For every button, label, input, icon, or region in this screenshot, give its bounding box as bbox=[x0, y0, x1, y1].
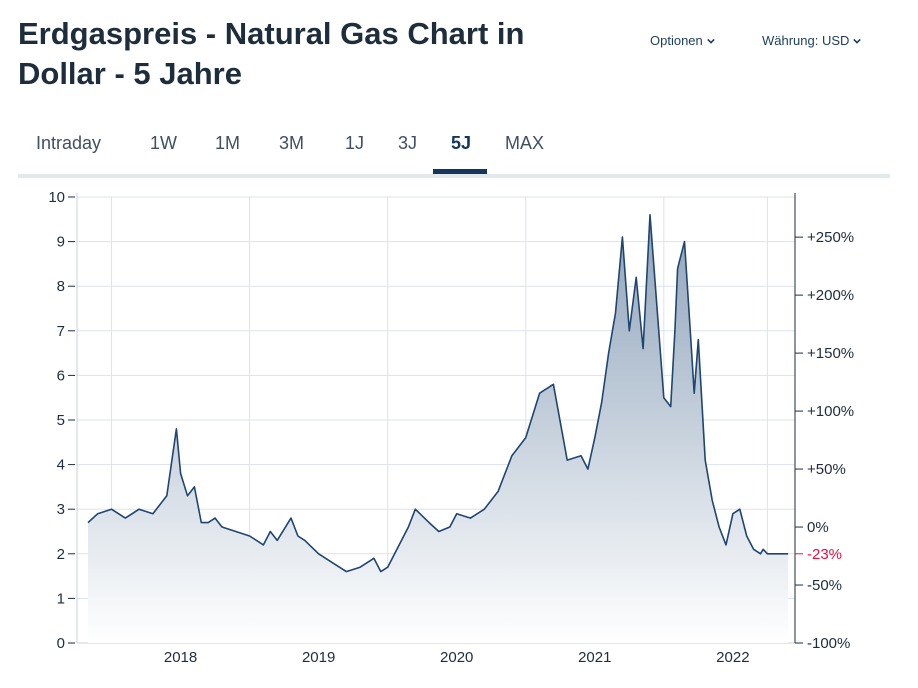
y-axis-tick-label: 6 bbox=[57, 367, 65, 384]
options-dropdown[interactable]: Optionen bbox=[650, 33, 715, 48]
y-axis-tick-label: 9 bbox=[57, 234, 65, 251]
right-axis-tick-label: +200% bbox=[807, 287, 854, 304]
tab-3j[interactable]: 3J bbox=[398, 133, 418, 153]
right-axis-tick-label: -100% bbox=[807, 635, 850, 652]
y-axis-tick-label: 1 bbox=[57, 590, 65, 607]
x-axis-tick-label: 2019 bbox=[302, 649, 335, 666]
y-axis-tick-label: 0 bbox=[57, 635, 65, 652]
active-tab-indicator bbox=[433, 169, 487, 174]
right-axis-tick-label: +50% bbox=[807, 461, 846, 478]
y-axis-tick-label: 7 bbox=[57, 323, 65, 340]
y-axis-tick-label: 2 bbox=[57, 546, 65, 563]
price-line bbox=[87, 214, 789, 573]
x-axis-tick-label: 2022 bbox=[716, 649, 749, 666]
x-axis-tick-label: 2021 bbox=[578, 649, 611, 666]
y-axis-tick-label: 3 bbox=[57, 501, 65, 518]
tab-max[interactable]: MAX bbox=[505, 133, 545, 153]
price-area-fill bbox=[88, 214, 789, 644]
tab-1m[interactable]: 1M bbox=[215, 133, 241, 153]
chevron-down-icon bbox=[706, 38, 715, 44]
y-axis-tick-label: 5 bbox=[57, 412, 65, 429]
natural-gas-chart: 0 1 2 3 4 5 6 7 8 9 10 2018 2019 2020 2021 2022 -100% -50… bbox=[48, 189, 854, 666]
x-axis-tick-label: 2018 bbox=[164, 649, 197, 666]
tab-intraday[interactable]: Intraday bbox=[36, 133, 102, 153]
right-axis-tick-label: +100% bbox=[807, 403, 854, 420]
tab-1w[interactable]: 1W bbox=[150, 133, 177, 153]
current-change-label: -23% bbox=[807, 546, 842, 563]
y-axis-tick-label: 10 bbox=[48, 189, 65, 206]
right-axis-tick-label: 0% bbox=[807, 519, 829, 536]
currency-dropdown[interactable]: Währung: USD bbox=[762, 33, 862, 48]
x-axis-tick-label: 2020 bbox=[440, 649, 473, 666]
page-title: Erdgaspreis - Natural Gas Chart in Dolla… bbox=[18, 16, 525, 91]
y-axis-tick-label: 4 bbox=[57, 457, 65, 474]
right-axis-tick-label: -50% bbox=[807, 577, 842, 594]
tab-5j[interactable]: 5J bbox=[451, 133, 472, 153]
chevron-down-icon bbox=[853, 38, 862, 44]
y-axis-tick-label: 8 bbox=[57, 278, 65, 295]
timeframe-tabs: Intraday 1W 1M 3M 1J 3J 5J MAX bbox=[18, 120, 890, 178]
tab-3m[interactable]: 3M bbox=[279, 133, 305, 153]
right-axis-tick-label: +150% bbox=[807, 345, 854, 362]
options-label: Optionen bbox=[650, 33, 703, 48]
right-axis-tick-label: +250% bbox=[807, 229, 854, 246]
tab-1j[interactable]: 1J bbox=[345, 133, 365, 153]
currency-label: Währung: USD bbox=[762, 33, 850, 48]
